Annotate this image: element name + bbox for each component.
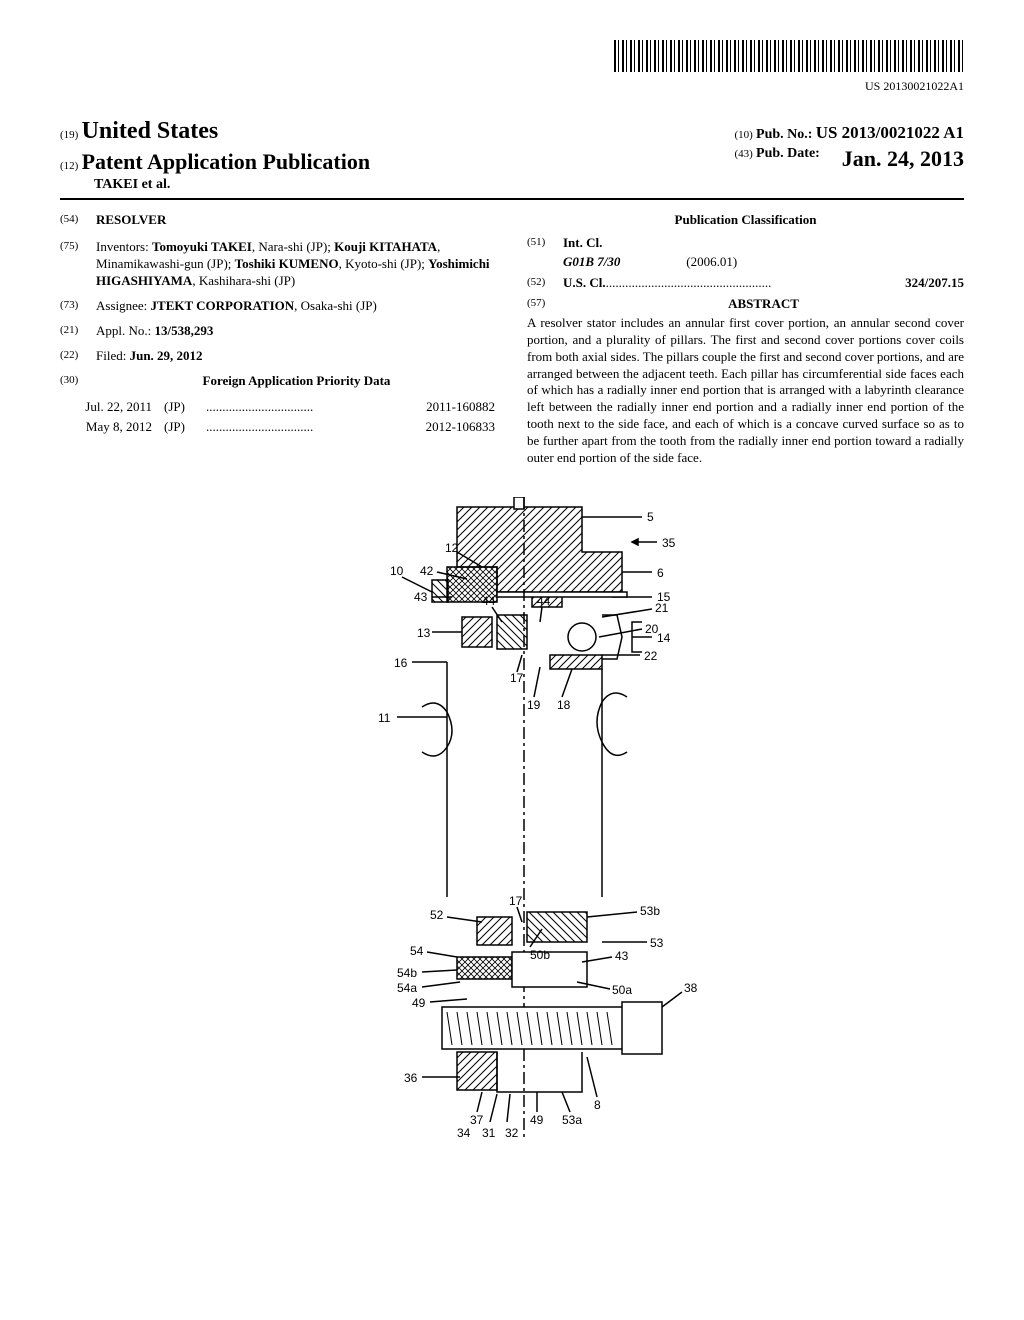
priority-country: (JP)	[164, 398, 204, 417]
pub-date-code: (43)	[734, 148, 752, 160]
priority-num: 2011-160882	[382, 398, 495, 417]
inventors-code: (75)	[60, 239, 96, 290]
svg-text:19: 19	[527, 698, 541, 712]
assignee-val: JTEKT CORPORATION, Osaka-shi (JP)	[151, 298, 377, 313]
svg-text:31: 31	[482, 1126, 496, 1137]
pub-date-val: Jan. 24, 2013	[842, 145, 964, 174]
priority-date: Jul. 22, 2011	[62, 398, 162, 417]
appl-no-label: Appl. No.:	[96, 323, 151, 338]
barcode-text: US 20130021022A1	[60, 79, 964, 95]
assignee-code: (73)	[60, 298, 96, 315]
svg-text:12: 12	[445, 541, 459, 555]
svg-text:43: 43	[414, 590, 428, 604]
svg-text:17: 17	[509, 894, 523, 908]
priority-dots: .................................	[206, 398, 380, 417]
svg-text:16: 16	[394, 656, 408, 670]
figure-area: 5 35 6 15 21 20 14 22 18 19 17 44 44 13 …	[60, 497, 964, 1142]
svg-text:32: 32	[505, 1126, 519, 1137]
uscl-label: U.S. Cl.	[563, 275, 606, 292]
svg-text:34: 34	[457, 1126, 471, 1137]
header: (19) United States (12) Patent Applicati…	[60, 102, 964, 200]
country: United States	[82, 118, 219, 144]
doc-type: Patent Application Publication	[82, 149, 370, 174]
authors-line: TAKEI et al.	[94, 177, 170, 192]
left-column: (54) RESOLVER (75) Inventors: Tomoyuki T…	[60, 212, 497, 466]
abstract-label: ABSTRACT	[563, 296, 964, 313]
body-columns: (54) RESOLVER (75) Inventors: Tomoyuki T…	[60, 212, 964, 466]
title-code: (54)	[60, 212, 96, 229]
svg-text:13: 13	[417, 626, 431, 640]
svg-text:10: 10	[390, 564, 404, 578]
svg-text:53: 53	[650, 936, 664, 950]
priority-date: May 8, 2012	[62, 418, 162, 437]
svg-text:53b: 53b	[640, 904, 660, 918]
priority-country: (JP)	[164, 418, 204, 437]
svg-text:42: 42	[420, 564, 434, 578]
svg-text:11: 11	[378, 711, 391, 725]
svg-text:14: 14	[657, 631, 671, 645]
svg-text:37: 37	[470, 1113, 484, 1127]
right-column: Publication Classification (51) Int. Cl.…	[527, 212, 964, 466]
intcl-date: (2006.01)	[686, 254, 737, 269]
table-row: Jul. 22, 2011 (JP) .....................…	[62, 398, 495, 417]
svg-text:38: 38	[684, 981, 698, 995]
svg-text:54b: 54b	[397, 966, 417, 980]
abstract-code: (57)	[527, 296, 563, 313]
svg-text:49: 49	[530, 1113, 544, 1127]
svg-text:44: 44	[482, 594, 496, 608]
uscl-val: 324/207.15	[905, 275, 964, 292]
svg-text:54a: 54a	[397, 981, 417, 995]
inventors-label: Inventors:	[96, 239, 149, 254]
appl-no-code: (21)	[60, 323, 96, 340]
intcl-class: G01B 7/30	[563, 254, 683, 271]
inventors-val: Tomoyuki TAKEI, Nara-shi (JP); Kouji KIT…	[96, 239, 490, 288]
assignee-label: Assignee:	[96, 298, 147, 313]
svg-text:5: 5	[647, 510, 654, 524]
priority-num: 2012-106833	[382, 418, 495, 437]
svg-text:49: 49	[412, 996, 426, 1010]
svg-text:35: 35	[662, 536, 676, 550]
svg-text:44: 44	[537, 594, 551, 608]
pub-no-label: Pub. No.:	[756, 127, 812, 142]
abstract-text: A resolver stator includes an annular fi…	[527, 315, 964, 467]
filed-val: Jun. 29, 2012	[130, 348, 203, 363]
svg-text:6: 6	[657, 566, 664, 580]
uscl-code: (52)	[527, 275, 563, 292]
filed-label: Filed:	[96, 348, 126, 363]
priority-code: (30)	[60, 373, 96, 390]
uscl-dots: ........................................…	[606, 275, 906, 292]
table-row: May 8, 2012 (JP) .......................…	[62, 418, 495, 437]
svg-text:36: 36	[404, 1071, 418, 1085]
priority-table: Jul. 22, 2011 (JP) .....................…	[60, 396, 497, 440]
intcl-label: Int. Cl.	[563, 235, 602, 252]
title: RESOLVER	[96, 212, 166, 229]
pub-no-code: (10)	[734, 129, 752, 141]
country-code: (19)	[60, 129, 78, 141]
svg-text:22: 22	[644, 649, 658, 663]
doc-type-code: (12)	[60, 160, 78, 172]
barcode-graphic	[614, 40, 964, 72]
classification-title: Publication Classification	[527, 212, 964, 229]
svg-text:50b: 50b	[530, 948, 550, 962]
priority-dots: .................................	[206, 418, 380, 437]
svg-text:17: 17	[510, 671, 524, 685]
pub-date-label: Pub. Date:	[756, 146, 820, 161]
svg-text:52: 52	[430, 908, 444, 922]
intcl-code: (51)	[527, 235, 563, 252]
svg-text:21: 21	[655, 601, 669, 615]
pub-no-val: US 2013/0021022 A1	[816, 123, 964, 142]
svg-text:8: 8	[594, 1098, 601, 1112]
svg-text:43: 43	[615, 949, 629, 963]
svg-text:18: 18	[557, 698, 571, 712]
svg-text:50a: 50a	[612, 983, 632, 997]
filed-code: (22)	[60, 348, 96, 365]
svg-text:53a: 53a	[562, 1113, 582, 1127]
appl-no-val: 13/538,293	[155, 323, 214, 338]
priority-title: Foreign Application Priority Data	[96, 373, 497, 390]
barcode-area	[60, 40, 964, 77]
svg-text:54: 54	[410, 944, 424, 958]
patent-figure: 5 35 6 15 21 20 14 22 18 19 17 44 44 13 …	[282, 497, 742, 1137]
